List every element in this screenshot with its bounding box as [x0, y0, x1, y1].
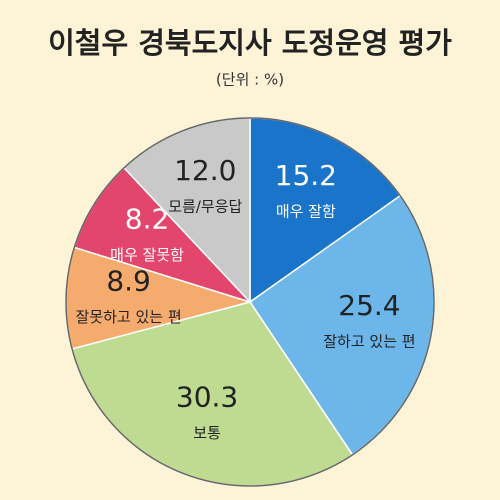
- slice-label: 보통: [193, 424, 221, 442]
- slice-label: 잘하고 있는 편: [323, 333, 415, 351]
- value-label: 12.0: [174, 154, 236, 187]
- slice-label: 매우 잘못함: [110, 246, 184, 264]
- value-label: 25.4: [338, 289, 400, 322]
- chart-title: 이철우 경북도지사 도정운영 평가: [48, 26, 452, 60]
- slice-label: 잘못하고 있는 편: [76, 308, 182, 326]
- chart-subtitle: (단위 : %): [216, 71, 284, 89]
- value-label: 15.2: [275, 159, 337, 192]
- slice-label: 매우 잘함: [276, 203, 336, 221]
- slice-label: 모름/무응답: [168, 198, 242, 216]
- value-label: 8.9: [106, 264, 151, 297]
- pie-outline: [65, 117, 435, 487]
- value-label: 30.3: [176, 381, 238, 414]
